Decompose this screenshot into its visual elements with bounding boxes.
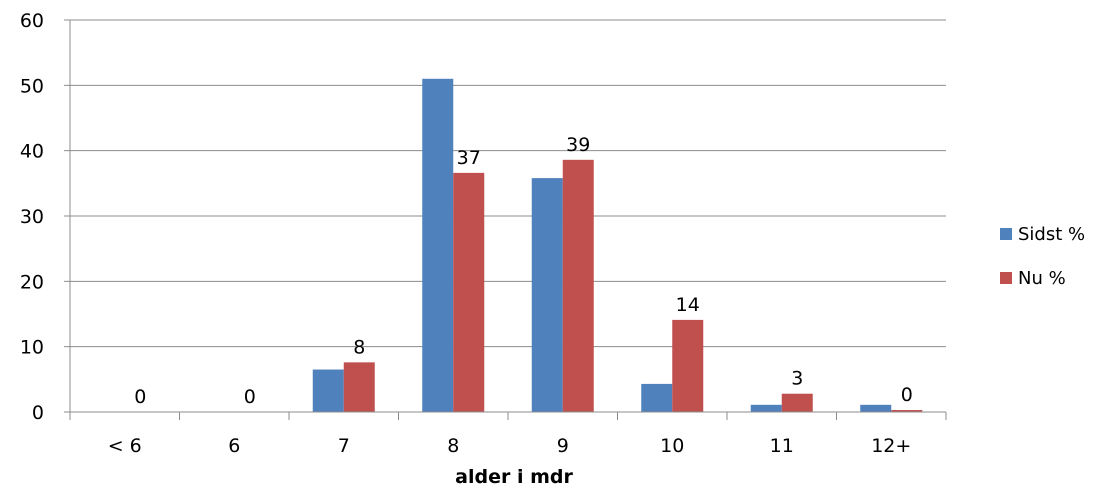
data-label: 0 [901, 384, 913, 406]
y-tick-label: 30 [20, 206, 44, 228]
legend: Sidst % Nu % [1000, 224, 1085, 289]
y-tick-label: 50 [20, 75, 44, 97]
legend-label: Sidst % [1018, 224, 1085, 245]
legend-swatch [1000, 228, 1012, 240]
x-tick-label: 9 [557, 435, 569, 457]
data-label: 37 [457, 147, 481, 169]
legend-swatch [1000, 272, 1012, 284]
x-tick-label: 10 [660, 435, 684, 457]
data-labels: 0 0 8 37 39 14 3 0 [134, 134, 913, 408]
y-tick-label: 40 [20, 141, 44, 163]
data-label: 39 [566, 134, 590, 156]
x-tick-labels: < 6 6 7 8 9 10 11 12+ [108, 435, 912, 457]
y-tick-label: 20 [20, 271, 44, 293]
data-label: 14 [676, 294, 700, 316]
y-tick-label: 0 [32, 402, 44, 424]
data-label: 8 [353, 336, 365, 358]
bar-sidst [531, 178, 563, 412]
bar-sidst [860, 404, 892, 412]
data-label: 3 [791, 368, 803, 390]
data-label: 0 [244, 386, 256, 408]
bar-nu [672, 319, 704, 412]
x-tick-label: 11 [770, 435, 794, 457]
x-axis-title: alder i mdr [455, 466, 573, 488]
y-tick-label: 10 [20, 337, 44, 359]
x-tick-label: 8 [447, 435, 459, 457]
bar-nu [562, 159, 594, 412]
bar-sidst [312, 369, 344, 412]
x-tick-label: 6 [228, 435, 240, 457]
bar-sidst [641, 383, 673, 412]
gridlines [70, 19, 946, 348]
y-tick-labels: 0 10 20 30 40 50 60 [20, 10, 44, 424]
x-tick-label: 7 [338, 435, 350, 457]
legend-label: Nu % [1018, 268, 1066, 289]
bar-sidst [750, 404, 782, 412]
y-tick-label: 60 [20, 10, 44, 32]
x-tick-label: < 6 [108, 435, 142, 457]
bar-nu [781, 393, 813, 412]
data-label: 0 [134, 386, 146, 408]
bar-nu [343, 362, 375, 412]
x-tick-label: 12+ [871, 435, 911, 457]
bar-sidst [422, 78, 454, 413]
bar-nu [453, 172, 485, 412]
axes [64, 19, 947, 420]
bars [312, 78, 923, 413]
bar-nu [891, 410, 923, 412]
